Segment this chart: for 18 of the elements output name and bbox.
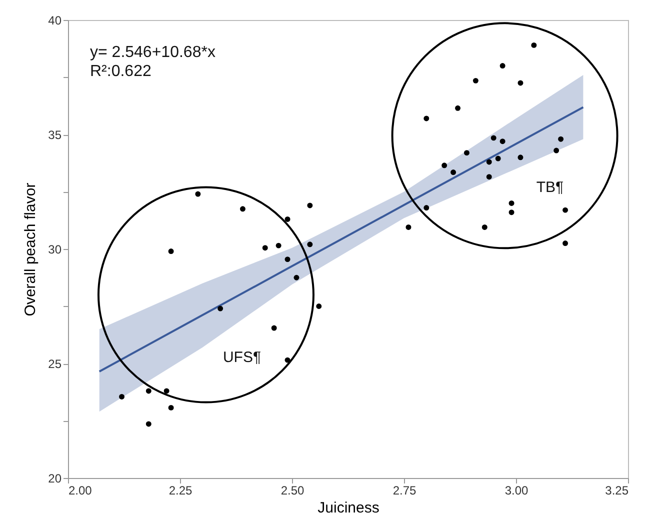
y-axis-title: Overall peach flavor xyxy=(22,182,40,316)
x-tick-label: 2.00 xyxy=(68,484,92,498)
x-axis-title: Juiciness xyxy=(318,500,380,516)
x-tick-label: 2.25 xyxy=(168,484,192,498)
annotation: R²:0.622 xyxy=(90,63,152,80)
y-tick-label: 30 xyxy=(48,242,62,256)
annotation: y= 2.546+10.68*x xyxy=(90,44,216,61)
y-tick-label: 40 xyxy=(48,14,62,28)
y-tick-label: 20 xyxy=(48,472,62,486)
line-series xyxy=(98,106,584,373)
x-tick-label: 2.50 xyxy=(280,484,304,498)
y-tick-label: 35 xyxy=(48,128,62,142)
x-tick-label: 2.75 xyxy=(392,484,416,498)
x-tick-label: 3.25 xyxy=(605,484,629,498)
annotation: TB¶ xyxy=(536,179,564,196)
y-tick-label: 25 xyxy=(48,357,62,371)
x-tick-label: 3.00 xyxy=(504,484,528,498)
annotation: UFS¶ xyxy=(222,349,262,366)
